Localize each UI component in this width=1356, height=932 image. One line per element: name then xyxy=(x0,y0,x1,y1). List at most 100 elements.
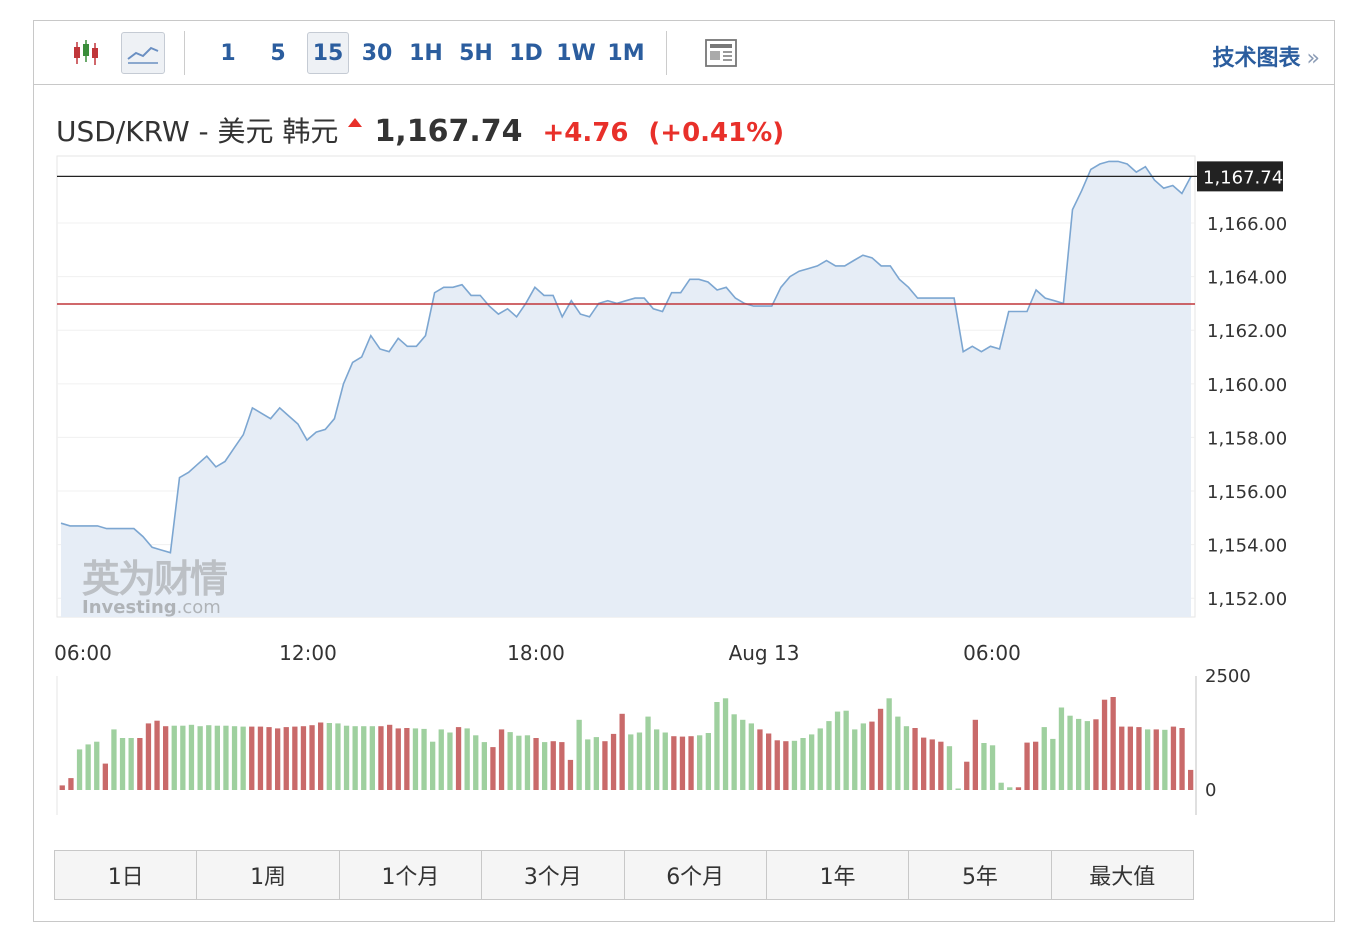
volume-bar xyxy=(59,785,65,790)
volume-bar xyxy=(671,736,677,790)
volume-bar xyxy=(860,723,866,790)
volume-bar xyxy=(1076,718,1082,790)
volume-bar xyxy=(352,726,358,790)
volume-bar xyxy=(964,761,970,790)
volume-bar xyxy=(559,742,565,790)
last-price-label: 1,167.74 xyxy=(1203,167,1283,188)
timeframe-1h[interactable]: 1H xyxy=(409,40,443,66)
technical-chart-link[interactable]: 技术图表» xyxy=(1213,40,1320,72)
volume-bar xyxy=(619,713,625,790)
volume-bar xyxy=(791,740,798,790)
price-tick-label: 1,160.00 xyxy=(1207,375,1287,396)
volume-bar xyxy=(1145,729,1151,790)
volume-bar xyxy=(171,725,177,790)
timeframe-30[interactable]: 30 xyxy=(361,40,393,66)
volume-bar xyxy=(119,738,126,790)
volume-bar xyxy=(240,726,246,790)
volume-bar xyxy=(94,741,100,790)
volume-tick-label: 0 xyxy=(1205,780,1216,801)
toolbar-separator xyxy=(184,31,185,75)
volume-bar xyxy=(533,738,539,790)
volume-bar xyxy=(145,723,152,790)
last-price: 1,167.74 xyxy=(374,114,523,149)
range-button-1[interactable]: 1周 xyxy=(197,851,340,899)
time-tick-label: 18:00 xyxy=(507,641,565,665)
watermark-en-name: Investing xyxy=(82,597,177,618)
volume-bar xyxy=(852,729,858,790)
volume-bar xyxy=(774,740,780,790)
price-tick-label: 1,162.00 xyxy=(1207,321,1287,342)
price-tick-label: 1,158.00 xyxy=(1207,428,1287,449)
news-icon[interactable] xyxy=(699,32,743,74)
investing-watermark: 英为财情 Investing.com xyxy=(82,548,228,618)
range-button-7[interactable]: 最大值 xyxy=(1089,865,1156,890)
line-chart-icon[interactable] xyxy=(121,32,165,74)
timeframe-5h[interactable]: 5H xyxy=(459,40,493,66)
volume-bar xyxy=(628,734,634,790)
volume-bar xyxy=(740,719,746,790)
volume-bar xyxy=(378,726,384,790)
volume-bar xyxy=(137,738,143,790)
timeframe-1w[interactable]: 1W xyxy=(556,40,596,66)
last-price-marker xyxy=(1197,161,1283,192)
timeframe-15[interactable]: 15 xyxy=(307,32,349,74)
volume-bar xyxy=(154,720,160,790)
timeframe-5[interactable]: 5 xyxy=(270,40,286,66)
volume-bar xyxy=(903,726,910,790)
volume-bar xyxy=(516,735,522,790)
range-button-6[interactable]: 5年 xyxy=(909,851,1052,899)
volume-bar xyxy=(567,759,574,790)
timeframe-1[interactable]: 1 xyxy=(220,40,236,66)
timeframe-1m[interactable]: 1M xyxy=(607,40,645,66)
volume-bar xyxy=(946,746,953,790)
volume-bar xyxy=(938,741,944,790)
volume-bar xyxy=(679,736,686,790)
volume-bar xyxy=(1162,729,1168,790)
volume-bar xyxy=(1170,726,1177,790)
volume-bar xyxy=(972,719,978,790)
double-chevron-right-icon: » xyxy=(1306,46,1320,71)
volume-bar xyxy=(507,732,513,790)
range-button-2[interactable]: 1个月 xyxy=(340,851,483,899)
price-change-percent: (+0.41%) xyxy=(648,118,785,148)
candlestick-icon[interactable] xyxy=(64,32,108,74)
volume-bar xyxy=(300,726,307,790)
range-button-4[interactable]: 6个月 xyxy=(625,851,767,899)
volume-bar xyxy=(869,721,875,790)
up-arrow-icon xyxy=(348,118,363,127)
volume-bar xyxy=(981,743,987,790)
volume-bar xyxy=(430,741,436,790)
volume-bar xyxy=(800,738,806,790)
range-button-0[interactable]: 1日 xyxy=(55,851,198,899)
volume-bar xyxy=(1084,721,1090,790)
volume-bar xyxy=(757,729,763,790)
price-tick-label: 1,154.00 xyxy=(1207,536,1287,557)
volume-bar xyxy=(731,714,737,790)
volume-bar xyxy=(636,732,643,790)
volume-bar xyxy=(214,725,220,790)
volume-bar xyxy=(697,735,703,790)
volume-bar xyxy=(473,735,479,790)
timeframe-1d[interactable]: 1D xyxy=(509,40,543,66)
volume-bar xyxy=(912,728,918,790)
volume-bar xyxy=(886,698,892,790)
watermark-en: Investing.com xyxy=(82,597,226,618)
time-tick-label: 12:00 xyxy=(279,641,337,665)
volume-bar xyxy=(1050,738,1056,790)
range-button-3[interactable]: 3个月 xyxy=(482,851,625,899)
volume-bar xyxy=(998,782,1004,790)
volume-bar xyxy=(1024,742,1030,790)
volume-bar xyxy=(1015,787,1022,790)
volume-bar xyxy=(438,729,444,790)
volume-bar xyxy=(257,726,264,790)
technical-chart-label: 技术图表 xyxy=(1212,46,1301,71)
currency-pair-title: USD/KRW - 美元 韩元 xyxy=(56,115,339,148)
volume-bar xyxy=(412,728,419,790)
volume-bar xyxy=(111,729,117,790)
volume-bar xyxy=(766,733,772,790)
volume-bar xyxy=(783,741,789,790)
volume-bar xyxy=(361,726,367,790)
range-button-5[interactable]: 1年 xyxy=(767,851,910,899)
price-tick-label: 1,166.00 xyxy=(1207,214,1287,235)
